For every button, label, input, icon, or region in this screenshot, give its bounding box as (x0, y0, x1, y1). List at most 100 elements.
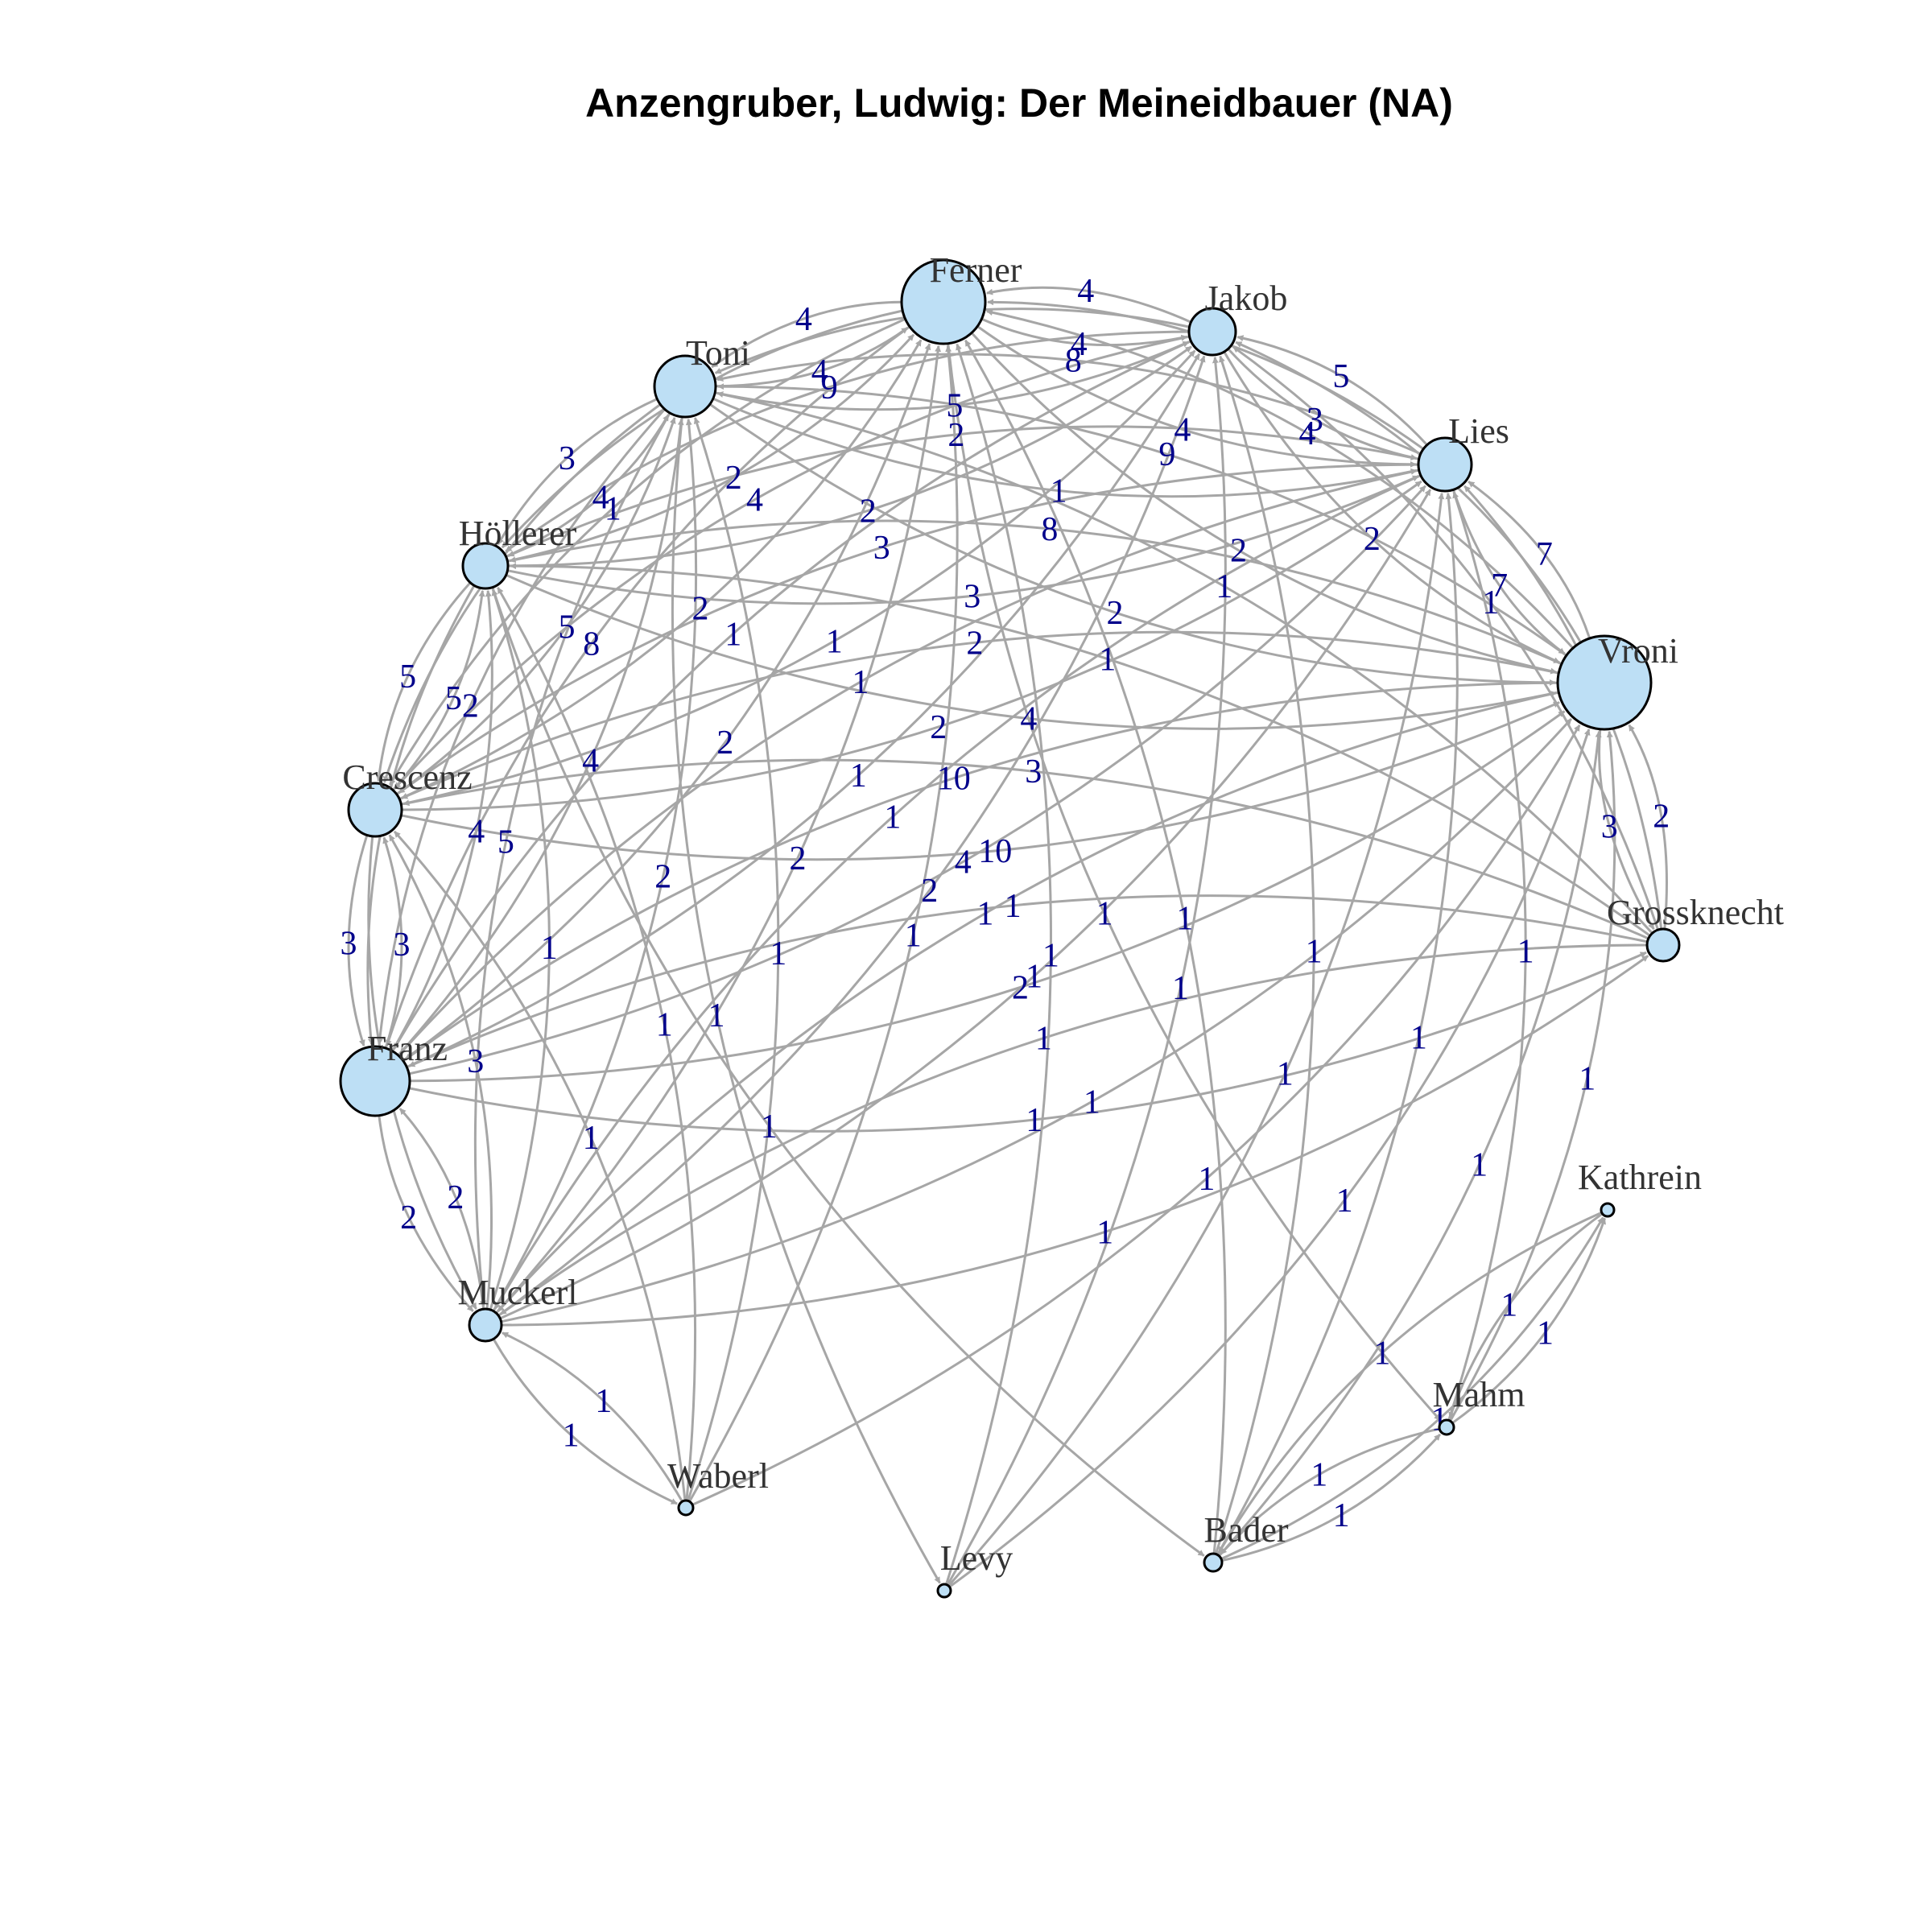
node-label-waberl: Waberl (667, 1456, 769, 1496)
edge-weight-mahm-to-bader: 1 (1311, 1457, 1327, 1494)
edge-muckerl-to-ferner (495, 345, 942, 1315)
edge-weight-vroni-to-franz: 10 (937, 761, 971, 798)
edge-vroni-to-grossknecht (1598, 729, 1655, 930)
edge-weight-kathrein-to-mahm: 1 (1501, 1286, 1517, 1323)
node-circle-muckerl (468, 1307, 503, 1343)
edge-weight-ferner-to-franz: 8 (583, 625, 600, 663)
edge-weight-hoellerer-to-ferner: 2 (725, 460, 742, 497)
node-toni: Toni (653, 333, 750, 419)
edge-weight-waberl-to-muckerl: 1 (595, 1383, 612, 1420)
node-mahm: Mahm (1433, 1375, 1525, 1436)
edge-weight-muckerl-to-vroni: 1 (1084, 1084, 1100, 1121)
node-circle-mahm (1438, 1418, 1455, 1436)
node-label-muckerl: Muckerl (457, 1273, 577, 1312)
edge-weight-grossknecht-to-hoellerer: 1 (1099, 642, 1116, 679)
edge-bader-to-ferner (964, 339, 1227, 1554)
edge-weight-toni-to-hoellerer: 3 (559, 440, 576, 477)
edge-toni-to-levy (671, 416, 941, 1584)
edge-weight-grossknecht-to-muckerl: 1 (1035, 1021, 1052, 1058)
edge-crescenz-to-ferner (398, 339, 923, 800)
edge-weight-mahm-to-vroni: 1 (1579, 1060, 1596, 1097)
edge-weight-levy-to-ferner: 1 (1042, 938, 1059, 975)
edge-weight-mahm-to-kathrein: 1 (1537, 1315, 1554, 1352)
edge-muckerl-to-crescenz (388, 834, 493, 1310)
edge-grossknecht-to-jakob (1232, 345, 1660, 931)
edge-weight-ferner-to-toni: 4 (795, 301, 812, 338)
node-circle-ferner (900, 258, 987, 345)
node-circle-lies (1417, 436, 1473, 493)
edge-weight-levy-to-lies: 1 (1277, 1056, 1294, 1093)
node-ferner: Ferner (900, 250, 1022, 345)
edge-weight-muckerl-to-waberl: 1 (563, 1418, 580, 1455)
edge-weight-ferner-to-crescenz: 1 (605, 491, 621, 528)
node-crescenz: Crescenz (342, 758, 473, 838)
edge-muckerl-to-lies (499, 489, 1432, 1320)
node-circle-franz (339, 1045, 411, 1117)
edge-vroni-to-ferner (986, 309, 1575, 650)
edge-weight-grossknecht-to-vroni: 2 (1653, 798, 1670, 835)
edge-weight-franz-to-jakob: 1 (850, 758, 867, 795)
edge-mahm-to-kathrein (1451, 1217, 1606, 1424)
node-hoellerer: Höllerer (459, 514, 577, 590)
edge-franz-to-hoellerer (391, 590, 493, 1052)
edge-weight-franz-to-ferner: 2 (716, 724, 733, 762)
edge-lies-to-muckerl (493, 474, 1422, 1310)
edge-waberl-to-muckerl (502, 1331, 683, 1502)
node-circle-toni (653, 354, 717, 419)
edge-weight-muckerl-to-ferner: 2 (790, 840, 807, 877)
edge-weight-vroni-to-toni: 9 (1158, 436, 1175, 473)
edge-hoellerer-to-crescenz (375, 581, 472, 782)
edge-weight-lies-to-crescenz: 3 (873, 530, 890, 567)
edge-weight-muckerl-to-jakob: 2 (921, 873, 938, 910)
edge-weight-grossknecht-to-jakob: 1 (1482, 584, 1499, 621)
edge-hoellerer-to-lies (507, 475, 1419, 605)
edge-weight-franz-to-hoellerer: 4 (468, 813, 485, 850)
edge-weight-hoellerer-to-crescenz: 5 (399, 658, 416, 696)
edge-weight-waberl-to-ferner: 1 (905, 917, 922, 954)
edge-weight-vroni-to-grossknecht: 3 (1601, 808, 1618, 845)
edge-levy-to-jakob (946, 357, 1227, 1586)
edge-ferner-to-toni (711, 300, 902, 369)
node-waberl: Waberl (667, 1456, 769, 1517)
edge-weight-hoellerer-to-toni: 4 (592, 479, 609, 516)
edge-weight-ferner-to-mahm: 1 (1096, 896, 1113, 933)
edge-waberl-to-toni (687, 417, 780, 1501)
edge-weight-vroni-to-crescenz: 2 (966, 625, 983, 662)
edge-grossknecht-to-toni (716, 391, 1653, 935)
edge-weight-hoellerer-to-lies: 3 (964, 578, 980, 615)
edge-bader-to-vroni (1218, 730, 1602, 1557)
edge-weight-jakob-to-hoellerer: 9 (821, 369, 838, 407)
edge-toni-to-hoellerer (497, 398, 658, 545)
node-label-bader: Bader (1203, 1510, 1288, 1550)
edge-weight-vroni-to-lies: 7 (1536, 536, 1553, 573)
edge-weight-franz-to-toni: 4 (582, 743, 599, 780)
edge-weight-muckerl-to-grossknecht: 1 (1096, 1214, 1113, 1251)
edge-weight-lies-to-franz: 1 (852, 664, 869, 701)
edge-weight-lies-to-toni: 8 (1065, 343, 1082, 380)
edge-weight-crescenz-to-toni: 5 (559, 609, 576, 646)
edge-weight-mahm-to-lies: 1 (1517, 933, 1534, 970)
edge-weight-lies-to-muckerl: 1 (884, 799, 901, 836)
edge-ferner-to-vroni (970, 332, 1558, 675)
edge-muckerl-to-vroni (501, 717, 1573, 1323)
edge-weight-jakob-to-franz: 1 (724, 616, 741, 653)
edge-vroni-to-muckerl (497, 691, 1559, 1313)
edges-layer (347, 286, 1668, 1588)
edge-muckerl-to-waberl (492, 1338, 678, 1505)
edge-weight-muckerl-to-hoellerer: 1 (541, 930, 558, 967)
node-vroni: Vroni (1556, 631, 1678, 731)
edge-weight-bader-to-mahm: 1 (1333, 1497, 1350, 1534)
edge-weight-toni-to-franz: 2 (462, 687, 479, 724)
node-label-hoellerer: Höllerer (459, 514, 577, 553)
node-circle-levy (936, 1583, 952, 1599)
edge-franz-to-crescenz (382, 836, 403, 1049)
edge-ferner-to-crescenz (389, 317, 906, 786)
node-jakob: Jakob (1187, 279, 1287, 357)
edge-levy-to-vroni (948, 729, 1591, 1588)
edge-vroni-to-lies (1468, 480, 1591, 639)
edge-weight-vroni-to-muckerl: 1 (976, 896, 993, 933)
edge-franz-to-muckerl (378, 1115, 474, 1312)
edge-grossknecht-to-franz (408, 894, 1648, 1067)
edge-weight-lies-to-hoellerer: 2 (947, 417, 964, 454)
edge-hoellerer-to-jakob (507, 345, 1192, 568)
